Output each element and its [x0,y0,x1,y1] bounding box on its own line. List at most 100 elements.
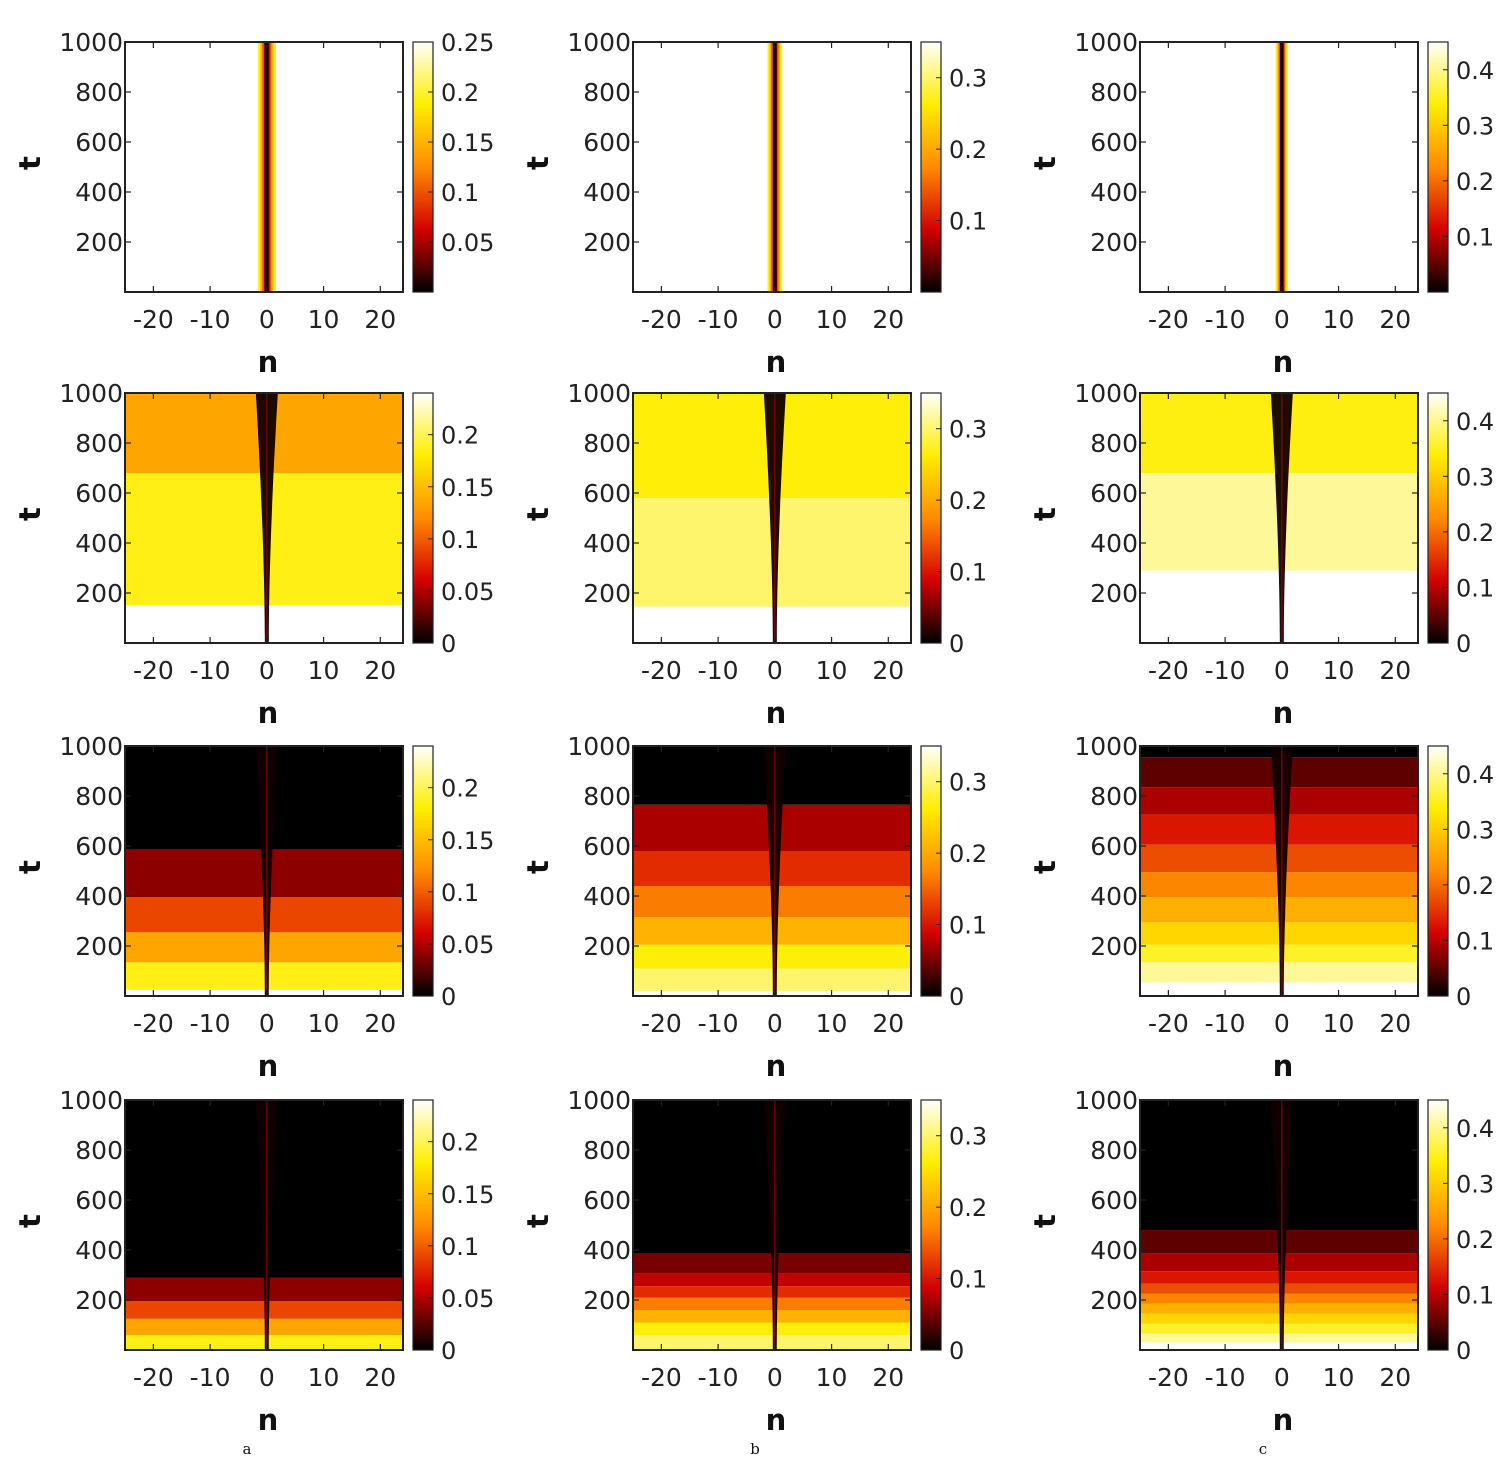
y-tick-label: 1000 [567,732,631,761]
y-tick-label: 1000 [567,28,631,57]
x-tick-label: -10 [698,305,739,334]
x-tick-label: -10 [698,656,739,685]
colorbar [920,41,942,293]
x-axis-label: n [258,696,279,730]
y-tick-label: 1000 [59,379,123,408]
colorbar [920,745,942,997]
colorbar-tick-label: 0.3 [1456,1170,1494,1198]
x-tick-label: 10 [816,1009,848,1038]
colorbar-tick-label: 0.2 [1456,168,1494,196]
y-tick-label: 800 [583,78,631,107]
x-tick-label: 10 [1323,656,1355,685]
y-tick-label: 400 [583,178,631,207]
plot-frame [632,392,912,644]
x-tick-label: 10 [308,305,340,334]
panel-r3-b: -20 -10 0 10 20 200 400 600 800 1000 n t 0 0.1 0.2 0.3 [521,732,987,1083]
band-6 [1140,1283,1418,1294]
y-tick-label: 1000 [59,28,123,57]
x-axis-label: n [1273,696,1294,730]
x-tick-label: 0 [1274,656,1290,685]
x-tick-label: -20 [641,305,682,334]
colorbar-tick-label: 0.2 [441,422,479,450]
band-1 [1140,962,1418,983]
y-tick-label: 200 [583,932,631,961]
y-tick-label: 400 [583,529,631,558]
x-tick-label: 0 [767,1363,783,1392]
x-tick-label: 10 [308,656,340,685]
y-tick-label: 600 [75,479,123,508]
plot-area [1140,393,1418,643]
x-tick-label: -20 [1148,1009,1189,1038]
band-3 [633,1297,911,1310]
band-0 [125,1335,403,1350]
x-tick-label: -20 [641,1009,682,1038]
y-tick-label: 400 [1090,529,1138,558]
x-tick-label: 20 [364,305,396,334]
colorbar-tick-label: 0.1 [441,179,479,207]
colorbar-tick-label: 0.3 [1456,463,1494,491]
x-tick-label: -20 [1148,305,1189,334]
plot-area [1140,42,1418,292]
colorbar-tick-label: 0.1 [1456,1281,1494,1309]
y-tick-label: 400 [583,882,631,911]
y-tick-label: 1000 [1074,1086,1138,1115]
plot-frame [124,745,404,997]
y-tick-label: 400 [75,1236,123,1265]
x-tick-label: -20 [1148,656,1189,685]
colorbar-tick-label: 0.1 [441,526,479,554]
x-tick-label: 20 [364,1009,396,1038]
x-tick-label: 20 [1379,1363,1411,1392]
colorbar [1427,1099,1449,1351]
y-tick-label: 200 [583,1286,631,1315]
colorbar-tick-label: 0.2 [949,136,987,164]
x-tick-label: 0 [259,1009,275,1038]
colorbar-tick-label: 0.2 [1456,519,1494,547]
y-axis-label: t [13,860,47,874]
colorbar-tick-label: 0.4 [1456,761,1494,789]
x-tick-label: 0 [1274,1363,1290,1392]
plot-area [1140,746,1418,996]
x-tick-label: -20 [641,1363,682,1392]
colorbar-tick-label: 0.3 [949,65,987,93]
y-tick-label: 200 [75,1286,123,1315]
y-tick-label: 600 [75,1186,123,1215]
x-axis-label: n [766,345,787,379]
plot-frame [632,1099,912,1351]
plot-area [633,746,911,996]
panel-r1-b: -20 -10 0 10 20 200 400 600 800 1000 n t 0.1 0.2 0.3 [521,28,987,379]
colorbar-tick-label: 0 [1456,1337,1471,1365]
y-tick-label: 800 [75,429,123,458]
colorbar-tick-label: 0.2 [949,840,987,868]
x-tick-label: 20 [1379,656,1411,685]
plot-frame [632,41,912,293]
y-axis-label: t [521,156,555,170]
caption-b: b [750,1440,760,1458]
y-tick-label: 600 [75,128,123,157]
x-tick-label: -20 [133,1363,174,1392]
plot-area [125,393,403,643]
colorbar-tick-label: 0.2 [949,487,987,515]
y-tick-label: 600 [1090,479,1138,508]
y-tick-label: 400 [1090,882,1138,911]
y-tick-label: 200 [75,228,123,257]
plot-frame [124,41,404,293]
colorbar-tick-label: 0.3 [1456,816,1494,844]
y-tick-label: 1000 [59,732,123,761]
y-tick-label: 200 [583,228,631,257]
y-tick-label: 600 [583,479,631,508]
x-tick-label: 0 [767,656,783,685]
colorbar-tick-label: 0 [1456,630,1471,658]
colorbar-tick-label: 0 [1456,983,1471,1011]
colorbar-tick-label: 0.05 [441,1285,494,1313]
y-axis-label: t [1028,860,1062,874]
x-axis-label: n [258,1049,279,1083]
colorbar-tick-label: 0.2 [441,79,479,107]
x-tick-label: 10 [816,1363,848,1392]
y-tick-label: 400 [75,178,123,207]
colorbar-tick-label: 0.15 [441,1181,494,1209]
x-tick-label: 0 [767,305,783,334]
x-tick-label: 20 [364,656,396,685]
y-axis-label: t [1028,156,1062,170]
y-tick-label: 200 [75,932,123,961]
panel-r4-a: -20 -10 0 10 20 200 400 600 800 1000 n t 0 0.05 0.1 0.1… [13,1086,494,1437]
